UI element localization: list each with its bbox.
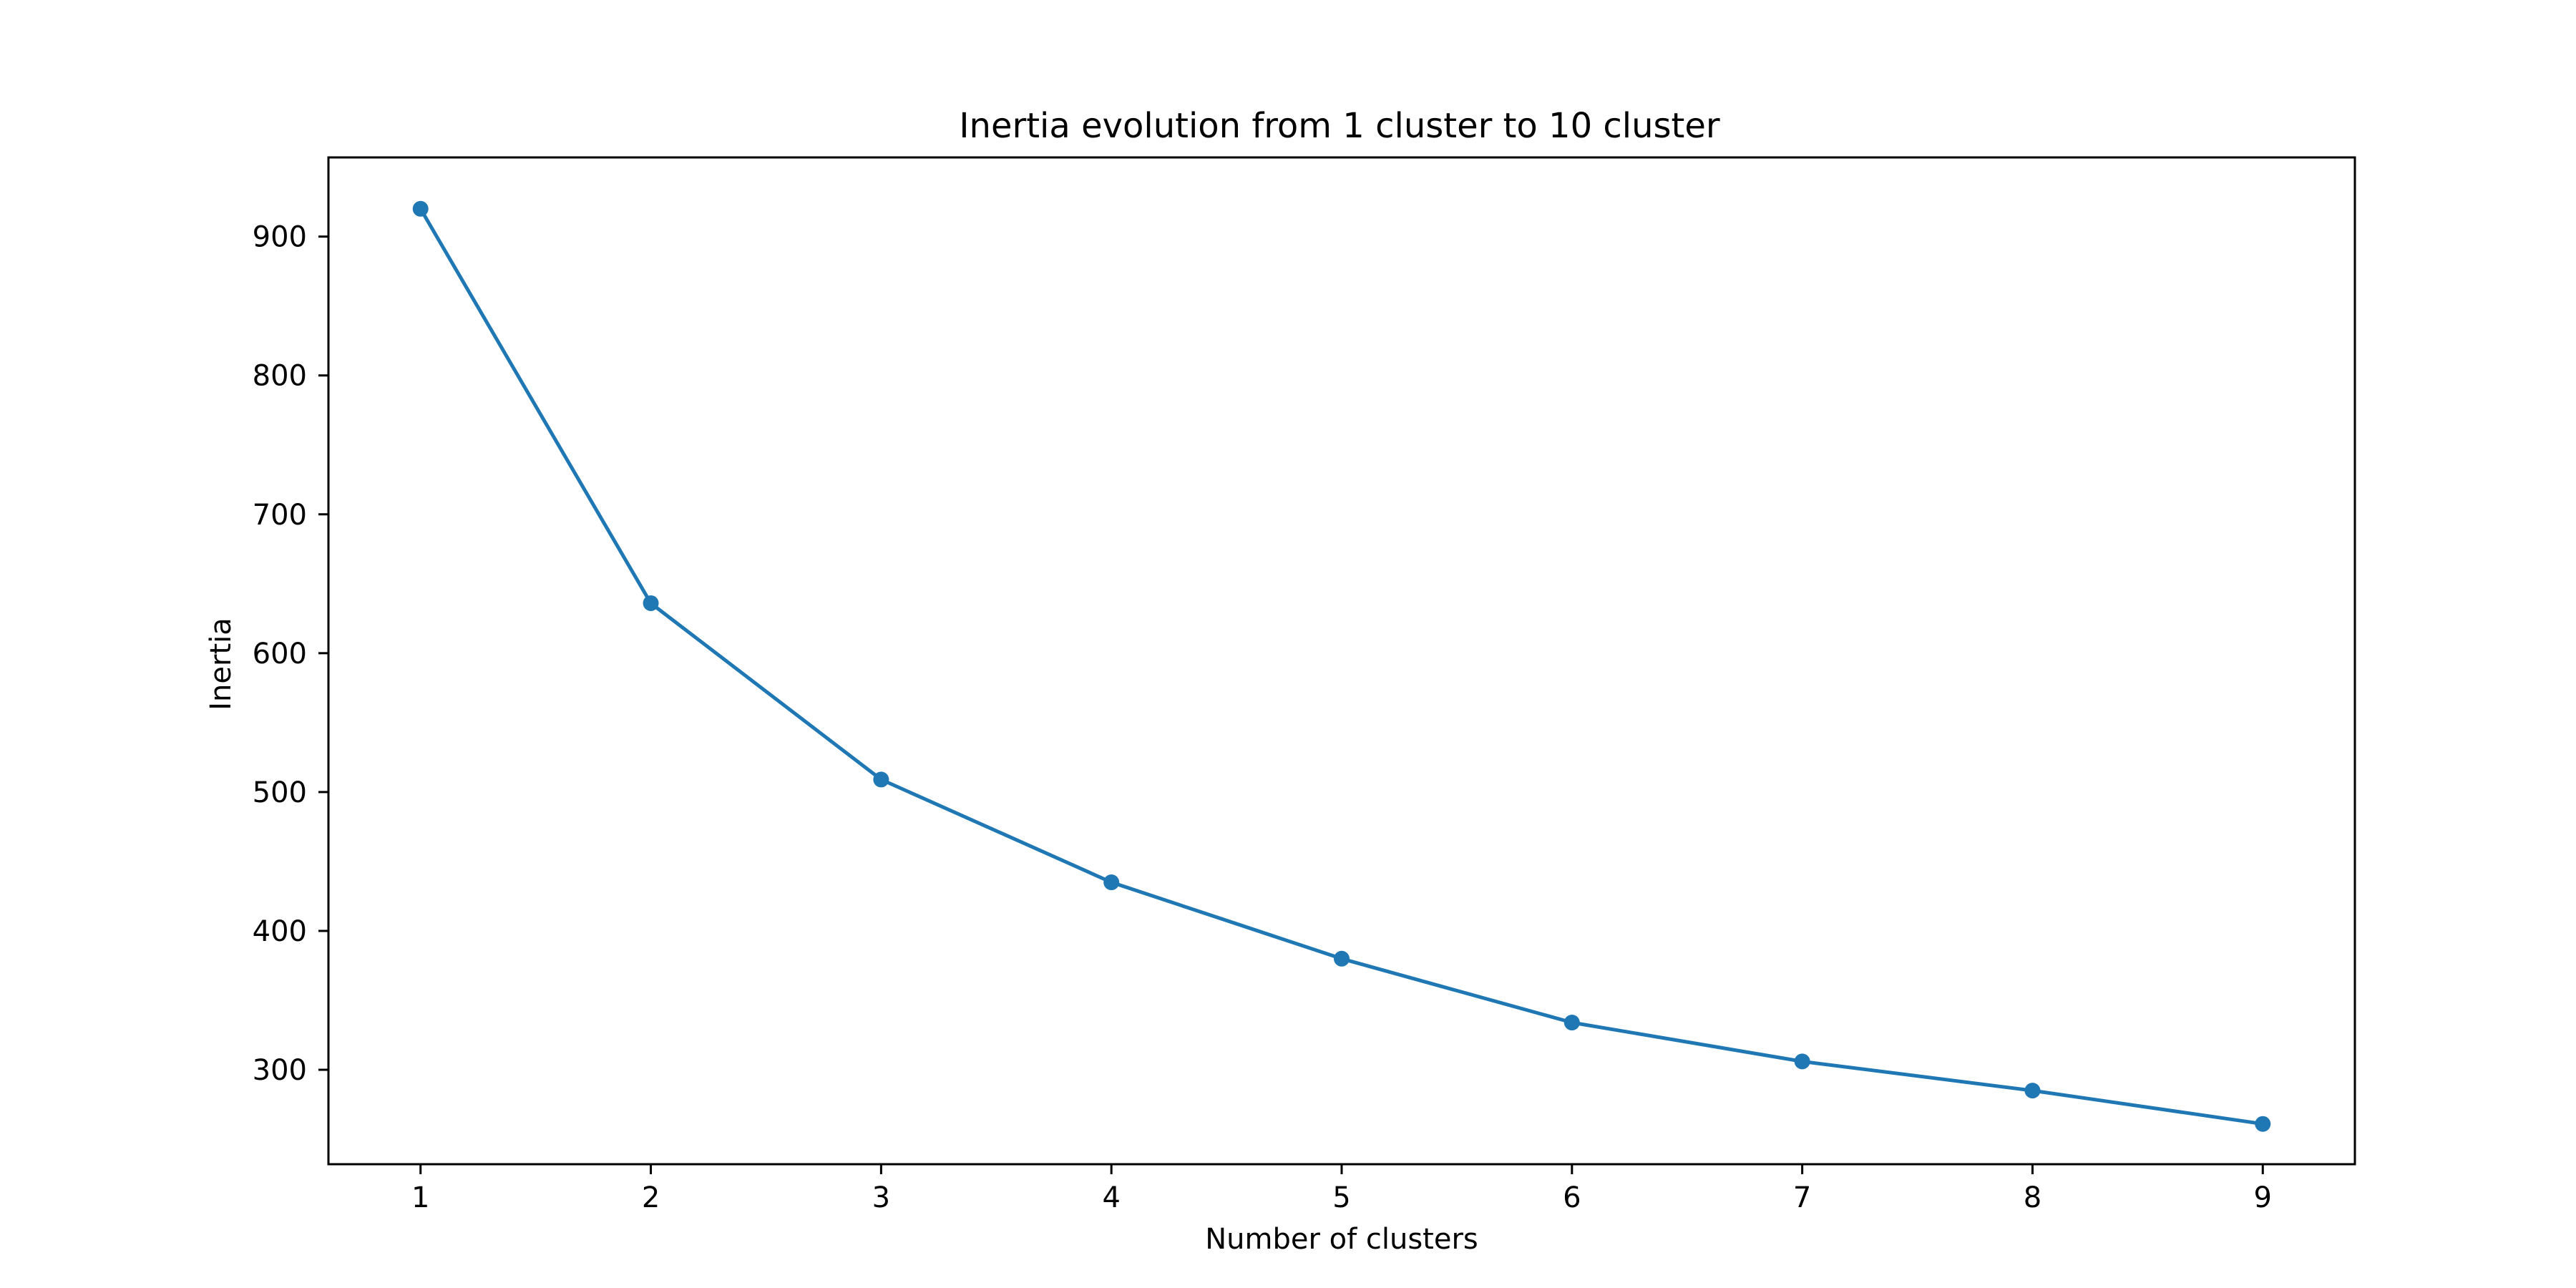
plot-area	[327, 156, 2356, 1166]
data-point	[2024, 1083, 2041, 1099]
y-tick-label: 400	[253, 915, 307, 948]
x-tick-label: 4	[1102, 1181, 1120, 1214]
y-tick-label: 900	[253, 221, 307, 254]
series-layer	[412, 200, 2271, 1132]
x-axis: 1 2 3 4 5 6 7 8 9	[411, 1164, 2272, 1214]
x-tick-label: 7	[1793, 1181, 1811, 1214]
x-axis-label: Number of clusters	[1205, 1223, 1478, 1256]
data-point	[1794, 1053, 1810, 1070]
data-point	[2255, 1116, 2271, 1132]
y-axis: 300 400 500 600 700 800 900	[253, 221, 328, 1087]
y-axis-label: Inertia	[205, 618, 238, 711]
x-tick-label: 6	[1563, 1181, 1581, 1214]
x-tick-label: 2	[642, 1181, 660, 1214]
data-point	[873, 771, 889, 788]
data-point	[1103, 874, 1120, 891]
x-tick-label: 8	[2024, 1181, 2041, 1214]
x-tick-label: 3	[872, 1181, 890, 1214]
y-tick-label: 700	[253, 499, 307, 532]
data-point	[1334, 950, 1350, 967]
data-point	[1563, 1015, 1580, 1031]
y-tick-label: 500	[253, 776, 307, 809]
y-tick-label: 800	[253, 360, 307, 393]
data-point	[643, 595, 659, 611]
x-tick-label: 5	[1332, 1181, 1350, 1214]
chart-title: Inertia evolution from 1 cluster to 10 c…	[959, 106, 1719, 146]
data-point	[412, 200, 429, 217]
x-tick-label: 1	[411, 1181, 429, 1214]
y-tick-label: 300	[253, 1054, 307, 1087]
y-tick-label: 600	[253, 638, 307, 670]
x-tick-label: 9	[2254, 1181, 2272, 1214]
